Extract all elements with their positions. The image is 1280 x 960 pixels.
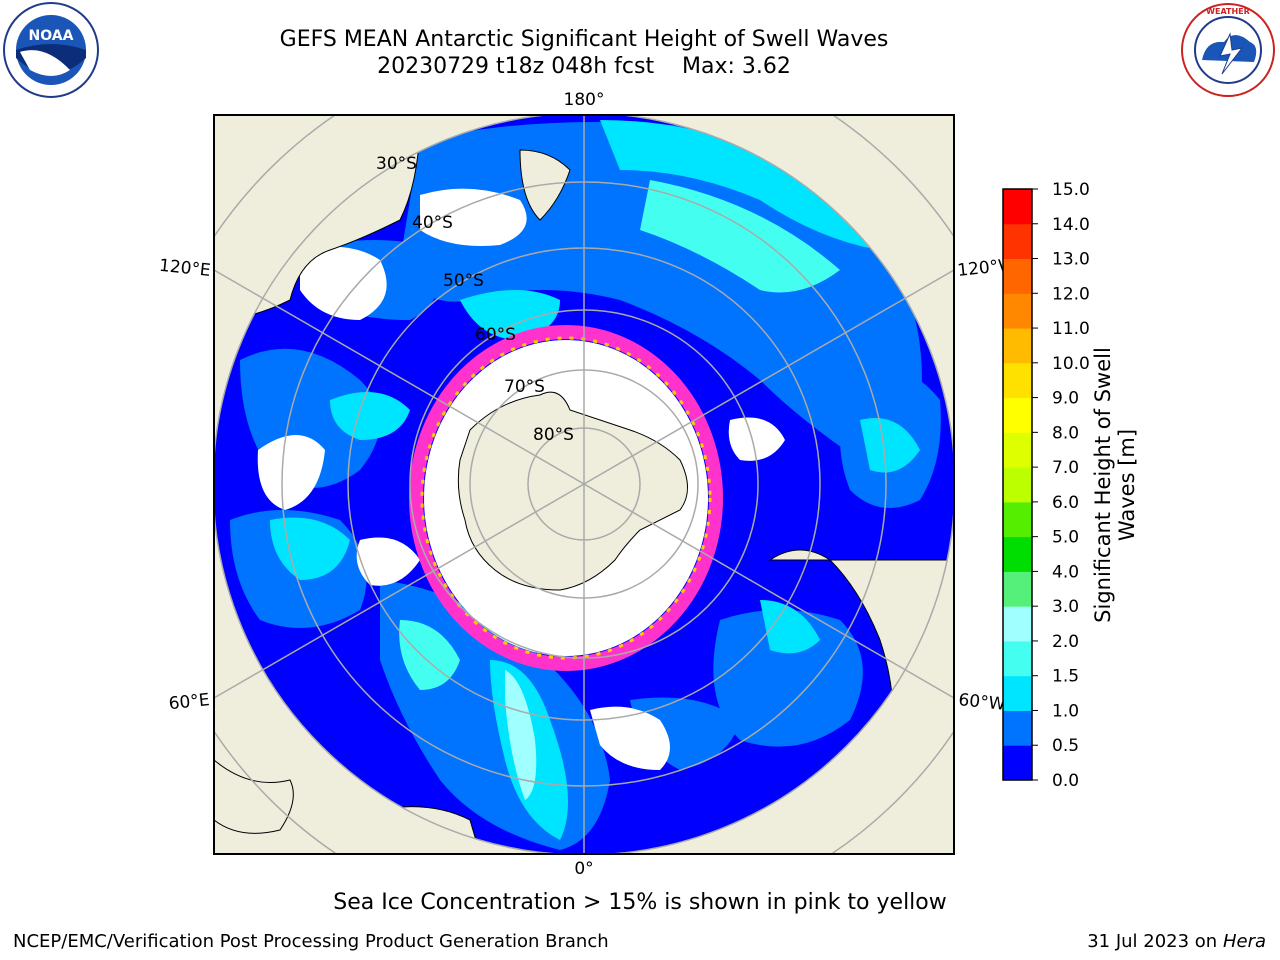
lat-label-50: 50°S (443, 271, 484, 291)
colorbar-tick-label: 14.0 (1052, 215, 1090, 235)
footer-date: 31 Jul 2023 on Hera (1087, 931, 1266, 952)
colorbar-segment (1003, 675, 1032, 711)
colorbar-tick-label: 15.0 (1052, 180, 1090, 200)
lat-label-40: 40°S (412, 213, 453, 233)
lon-label-180: 180° (564, 90, 605, 110)
chart-subtitle: 20230729 t18z 048h fcst Max: 3.62 (377, 54, 791, 79)
colorbar-segment (1003, 432, 1032, 468)
colorbar-ticks: 0.0 0.5 1.0 1.5 2.0 3.0 4.0 5.0 6.0 7.0 8.0 9.0 10.0… (1032, 180, 1090, 791)
svg-text:NOAA: NOAA (29, 28, 74, 44)
map-frame (213, 114, 955, 855)
lat-label-70: 70°S (504, 377, 545, 397)
lon-label-60e: 60°E (168, 690, 211, 714)
colorbar-segment (1003, 640, 1032, 677)
lon-label-120e: 120°E (158, 256, 212, 281)
footer-date-text: 31 Jul 2023 on (1087, 931, 1223, 952)
colorbar-segment (1003, 189, 1032, 225)
colorbar-segment (1003, 362, 1032, 399)
colorbar-segment (1003, 710, 1032, 746)
colorbar-tick-label: 13.0 (1052, 250, 1090, 270)
svg-text:WEATHER: WEATHER (1206, 7, 1250, 16)
colorbar-tick-label: 10.0 (1052, 354, 1090, 374)
noaa-logo: NOAA (0, 0, 104, 100)
lon-label-0: 0° (574, 859, 593, 879)
lon-label-60w: 60°W (957, 690, 1006, 715)
colorbar-tick-label: 8.0 (1052, 423, 1079, 443)
lat-label-80: 80°S (533, 425, 574, 445)
colorbar-label: Significant Height of Swell Waves [m] (1091, 347, 1139, 623)
colorbar-segment (1003, 397, 1032, 433)
colorbar-tick-label: 1.5 (1052, 667, 1079, 687)
colorbar-segment (1003, 571, 1032, 607)
colorbar-tick-label: 0.5 (1052, 736, 1079, 756)
colorbar-tick-label: 9.0 (1052, 389, 1079, 409)
colorbar-tick-label: 4.0 (1052, 562, 1079, 582)
colorbar-segment (1003, 223, 1032, 260)
colorbar-tick-label: 5.0 (1052, 528, 1079, 548)
footer-host: Hera (1222, 931, 1266, 952)
colorbar-segment (1003, 258, 1032, 294)
graticule (214, 115, 954, 854)
colorbar-tick-label: 6.0 (1052, 493, 1079, 513)
colorbar (1003, 189, 1032, 781)
colorbar-tick-label: 7.0 (1052, 458, 1079, 478)
colorbar-tick-label: 12.0 (1052, 284, 1090, 304)
sea-ice-edge (409, 325, 723, 671)
colorbar-segment (1003, 501, 1032, 538)
colorbar-segment (1003, 293, 1032, 329)
lat-label-30: 30°S (376, 154, 417, 174)
colorbar-tick-label: 1.0 (1052, 701, 1079, 721)
sea-ice-note: Sea Ice Concentration > 15% is shown in … (333, 890, 947, 915)
nws-logo: WEATHER (1176, 0, 1280, 100)
madagascar-landmass (214, 759, 294, 834)
colorbar-segment (1003, 467, 1032, 503)
colorbar-segment (1003, 606, 1032, 642)
colorbar-tick-label: 3.0 (1052, 597, 1079, 617)
colorbar-tick-label: 0.0 (1052, 771, 1079, 791)
colorbar-segment (1003, 745, 1032, 781)
colorbar-tick-label: 2.0 (1052, 632, 1079, 652)
lat-label-60: 60°S (475, 325, 516, 345)
colorbar-segment (1003, 328, 1032, 364)
colorbar-segment (1003, 536, 1032, 572)
chart-title: GEFS MEAN Antarctic Significant Height o… (279, 27, 889, 52)
colorbar-frame (1002, 188, 1033, 781)
colorbar-tick-label: 11.0 (1052, 319, 1090, 339)
footer-branch: NCEP/EMC/Verification Post Processing Pr… (13, 931, 609, 952)
